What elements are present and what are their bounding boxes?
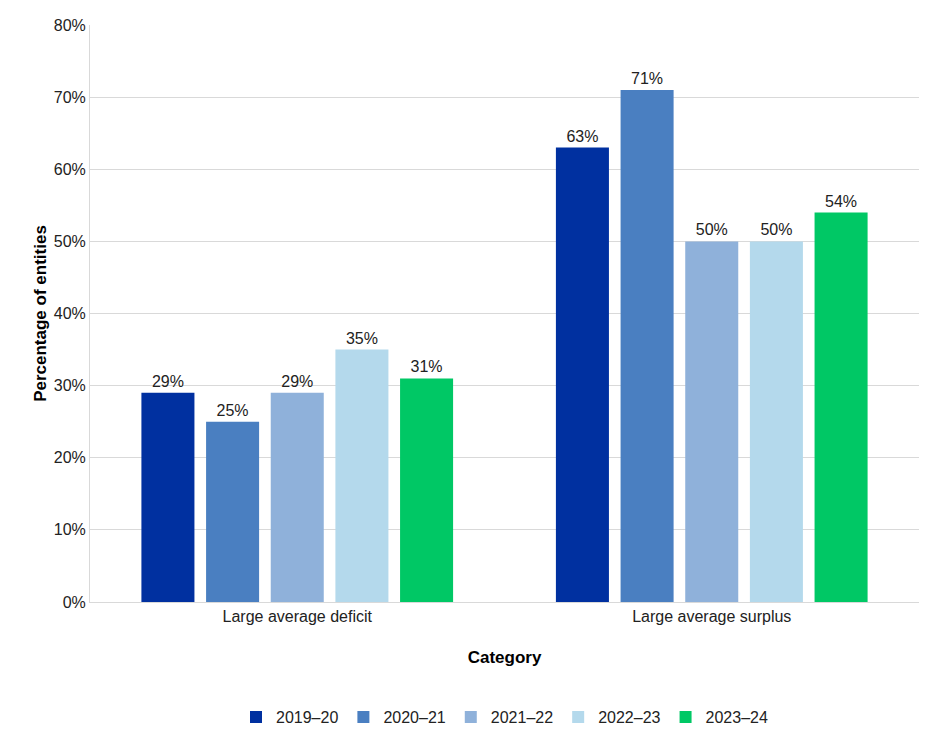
svg-text:2023–24: 2023–24: [706, 709, 768, 726]
svg-text:Percentage of entities: Percentage of entities: [31, 225, 50, 402]
svg-text:25%: 25%: [217, 402, 249, 419]
svg-text:10%: 10%: [54, 521, 86, 538]
svg-text:35%: 35%: [346, 330, 378, 347]
svg-text:Large average surplus: Large average surplus: [632, 608, 791, 625]
svg-text:54%: 54%: [825, 193, 857, 210]
svg-text:29%: 29%: [152, 373, 184, 390]
svg-text:80%: 80%: [54, 17, 86, 34]
svg-text:63%: 63%: [566, 128, 598, 145]
svg-text:Large average deficit: Large average deficit: [223, 608, 373, 625]
svg-text:71%: 71%: [631, 70, 663, 87]
svg-text:29%: 29%: [281, 373, 313, 390]
svg-text:2020–21: 2020–21: [383, 709, 445, 726]
svg-text:2019–20: 2019–20: [276, 709, 338, 726]
svg-text:31%: 31%: [411, 358, 443, 375]
svg-text:40%: 40%: [54, 305, 86, 322]
svg-text:50%: 50%: [696, 221, 728, 238]
svg-text:20%: 20%: [54, 449, 86, 466]
svg-text:2022–23: 2022–23: [598, 709, 660, 726]
svg-text:2021–22: 2021–22: [491, 709, 553, 726]
svg-text:30%: 30%: [54, 377, 86, 394]
svg-text:70%: 70%: [54, 89, 86, 106]
svg-text:0%: 0%: [63, 594, 86, 611]
svg-text:60%: 60%: [54, 161, 86, 178]
svg-text:50%: 50%: [760, 221, 792, 238]
svg-text:50%: 50%: [54, 233, 86, 250]
svg-text:Category: Category: [468, 648, 542, 667]
